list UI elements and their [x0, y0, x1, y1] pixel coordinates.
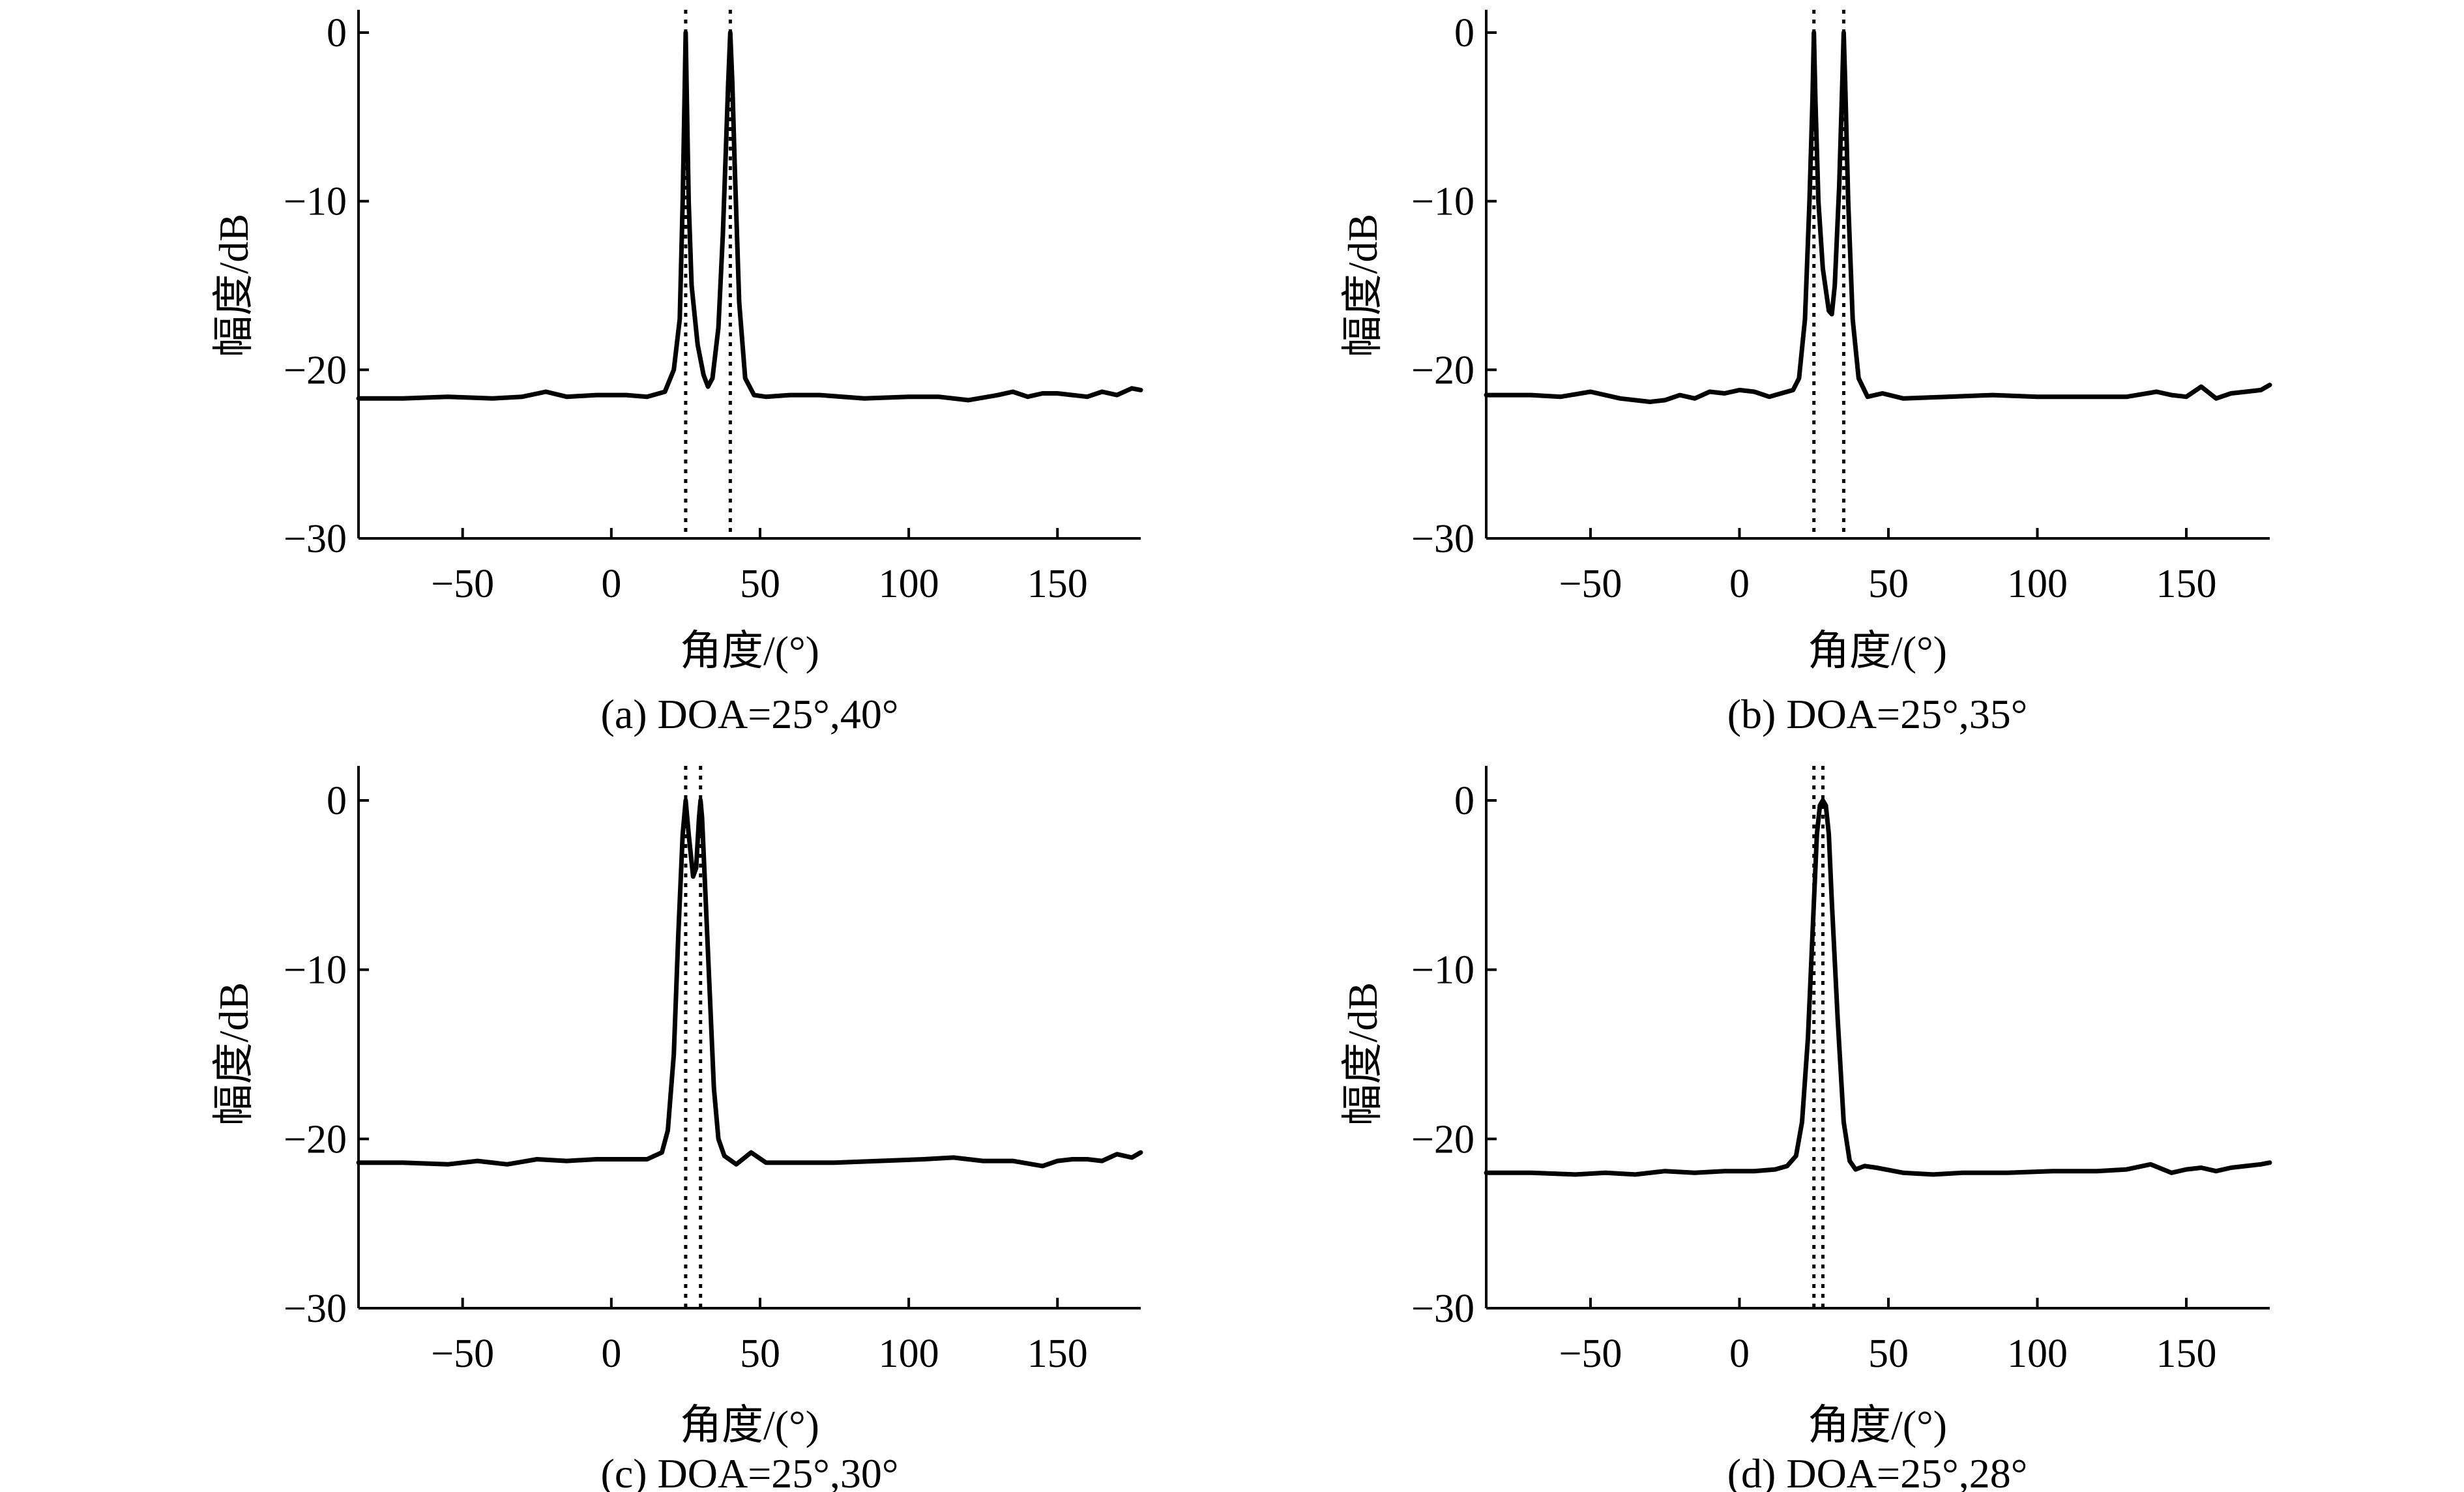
panel-c-axes: [357, 766, 1141, 1309]
panel-a-curve-group: [356, 30, 1143, 403]
panel-d-xtick-label: 50: [1868, 1332, 1909, 1376]
panel-b-xtick-label: 150: [2156, 562, 2217, 606]
panel-a-xtick-label: 50: [740, 562, 780, 606]
panel-a-ytick-label: −20: [284, 348, 347, 392]
panel-d-ytick-label: 0: [1454, 779, 1474, 823]
panel-d-xtick-label: 100: [2007, 1332, 2068, 1376]
panel-a-ytick-label: −30: [284, 517, 347, 561]
panel-d-xtick-label: −50: [1559, 1332, 1622, 1376]
panel-c-xtick-label: −50: [431, 1332, 494, 1376]
panel-b-spectrum-curve: [1484, 30, 2272, 404]
panel-b: −50 0 50 100 150 0 −10 −20 −30 幅度/dB 角度/(°) (b) …: [1340, 10, 2272, 737]
panel-d-ticks: −50 0 50 100 150 0 −10 −20 −30: [1411, 779, 2216, 1376]
panel-c-ytick-label: −20: [284, 1117, 347, 1162]
panel-d-ytick-label: −20: [1411, 1117, 1474, 1162]
panel-c-ticks: −50 0 50 100 150 0 −10 −20 −30: [284, 779, 1088, 1376]
panel-d-xtick-label: 0: [1729, 1332, 1750, 1376]
panel-c-xtick-label: 150: [1027, 1332, 1088, 1376]
panel-b-xtick-label: 0: [1729, 562, 1750, 606]
panel-c-xlabel: 角度/(°): [680, 1402, 819, 1448]
panel-c-doa-lines: [684, 766, 703, 1308]
panel-d-ylabel: 幅度/dB: [1340, 982, 1386, 1126]
panel-b-xlabel: 角度/(°): [1808, 628, 1947, 674]
panel-d: −50 0 50 100 150 0 −10 −20 −30 幅度/dB 角度/(°) (d) …: [1340, 766, 2272, 1492]
panel-b-ytick-label: 0: [1454, 11, 1474, 55]
panel-c-xtick-label: 0: [601, 1332, 621, 1376]
panel-c-xtick-label: 50: [740, 1332, 780, 1376]
panel-c-ylabel: 幅度/dB: [211, 982, 257, 1126]
panel-d-curve-group: [1484, 798, 2272, 1177]
panel-c-ytick-label: −10: [284, 948, 347, 993]
panel-a-ticks: −50 0 50 100 150 0 −10 −20 −30: [284, 11, 1088, 606]
panel-a-xtick-label: −50: [431, 562, 494, 606]
panel-b-xtick-label: 50: [1868, 562, 1909, 606]
panel-a-ylabel: 幅度/dB: [211, 214, 257, 357]
panel-c-xtick-label: 100: [879, 1332, 939, 1376]
panel-a-spectrum-curve: [356, 30, 1143, 403]
panel-c-spectrum-curve: [356, 798, 1143, 1169]
panel-d-axes: [1485, 766, 2270, 1309]
panel-c: −50 0 50 100 150 0 −10 −20 −30 幅度/dB 角度/(°) (c) …: [211, 766, 1143, 1492]
panel-b-doa-lines: [1812, 10, 1845, 538]
panel-b-ytick-label: −30: [1411, 517, 1474, 561]
panel-d-spectrum-curve: [1484, 798, 2272, 1177]
panel-d-xlabel: 角度/(°): [1808, 1402, 1947, 1448]
panel-b-caption: (b) DOA=25°,35°: [1727, 691, 2028, 737]
panel-d-ytick-label: −10: [1411, 948, 1474, 993]
panel-a-xtick-label: 0: [601, 562, 621, 606]
panel-c-ytick-label: 0: [327, 779, 347, 823]
panel-d-caption: (d) DOA=25°,28°: [1727, 1450, 2028, 1492]
panel-a-xlabel: 角度/(°): [680, 628, 819, 674]
panel-d-ytick-label: −30: [1411, 1287, 1474, 1331]
panel-b-ylabel: 幅度/dB: [1340, 214, 1386, 357]
panel-b-ytick-label: −20: [1411, 348, 1474, 392]
panel-b-ytick-label: −10: [1411, 180, 1474, 224]
panel-a-xtick-label: 100: [879, 562, 939, 606]
panel-c-caption: (c) DOA=25°,30°: [601, 1450, 899, 1492]
panel-b-curve-group: [1484, 30, 2272, 404]
panel-a-ytick-label: −10: [284, 180, 347, 224]
panel-c-ytick-label: −30: [284, 1287, 347, 1331]
panel-a-axes: [357, 10, 1141, 540]
panel-a-xtick-label: 150: [1027, 562, 1088, 606]
panel-a: −50 0 50 100 150 0 −10 −20 −30 幅度/dB 角度/(°) (a) …: [211, 10, 1143, 737]
panel-b-xtick-label: 100: [2007, 562, 2068, 606]
panel-b-axes: [1485, 10, 2270, 540]
panel-c-curve-group: [356, 798, 1143, 1169]
panel-a-caption: (a) DOA=25°,40°: [601, 691, 899, 737]
panel-b-xtick-label: −50: [1559, 562, 1622, 606]
panel-d-xtick-label: 150: [2156, 1332, 2217, 1376]
panel-a-ytick-label: 0: [327, 11, 347, 55]
panel-b-ticks: −50 0 50 100 150 0 −10 −20 −30: [1411, 11, 2216, 606]
